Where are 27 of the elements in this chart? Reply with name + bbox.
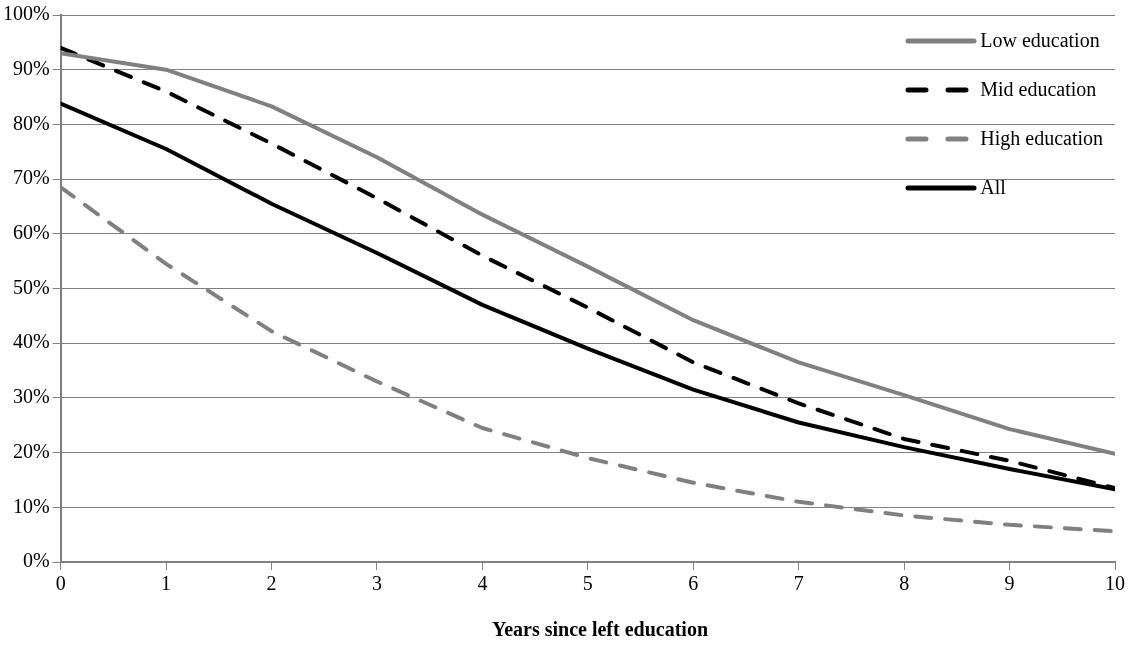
x-tick-label: 4: [477, 572, 488, 595]
y-tick-label: 40%: [12, 330, 50, 353]
y-tick-label: 80%: [12, 111, 50, 134]
y-tick-label: 90%: [12, 56, 50, 79]
y-tick-label: 70%: [12, 166, 50, 189]
y-tick-label: 0%: [22, 549, 50, 572]
x-tick-label: 10: [1105, 572, 1125, 595]
y-tick-label: 50%: [12, 275, 50, 298]
y-tick-label: 100%: [2, 2, 50, 25]
x-tick-label: 5: [582, 572, 593, 595]
legend-label: High education: [980, 127, 1103, 150]
y-tick-label: 20%: [12, 439, 50, 462]
y-tick-label: 10%: [12, 494, 50, 517]
y-tick-label: 60%: [12, 221, 50, 244]
x-axis-title: Years since left education: [490, 618, 710, 641]
x-tick-label: 2: [266, 572, 277, 595]
x-tick-label: 1: [161, 572, 172, 595]
x-tick-label: 7: [793, 572, 804, 595]
y-tick-label: 30%: [12, 385, 50, 408]
x-tick-label: 0: [55, 572, 66, 595]
x-tick-label: 8: [899, 572, 910, 595]
legend-label: All: [980, 176, 1006, 199]
x-tick-label: 3: [371, 572, 382, 595]
x-tick-label: 9: [1004, 572, 1015, 595]
legend-label: Low education: [980, 29, 1100, 52]
legend-label: Mid education: [980, 78, 1097, 101]
x-tick-label: 6: [688, 572, 699, 595]
